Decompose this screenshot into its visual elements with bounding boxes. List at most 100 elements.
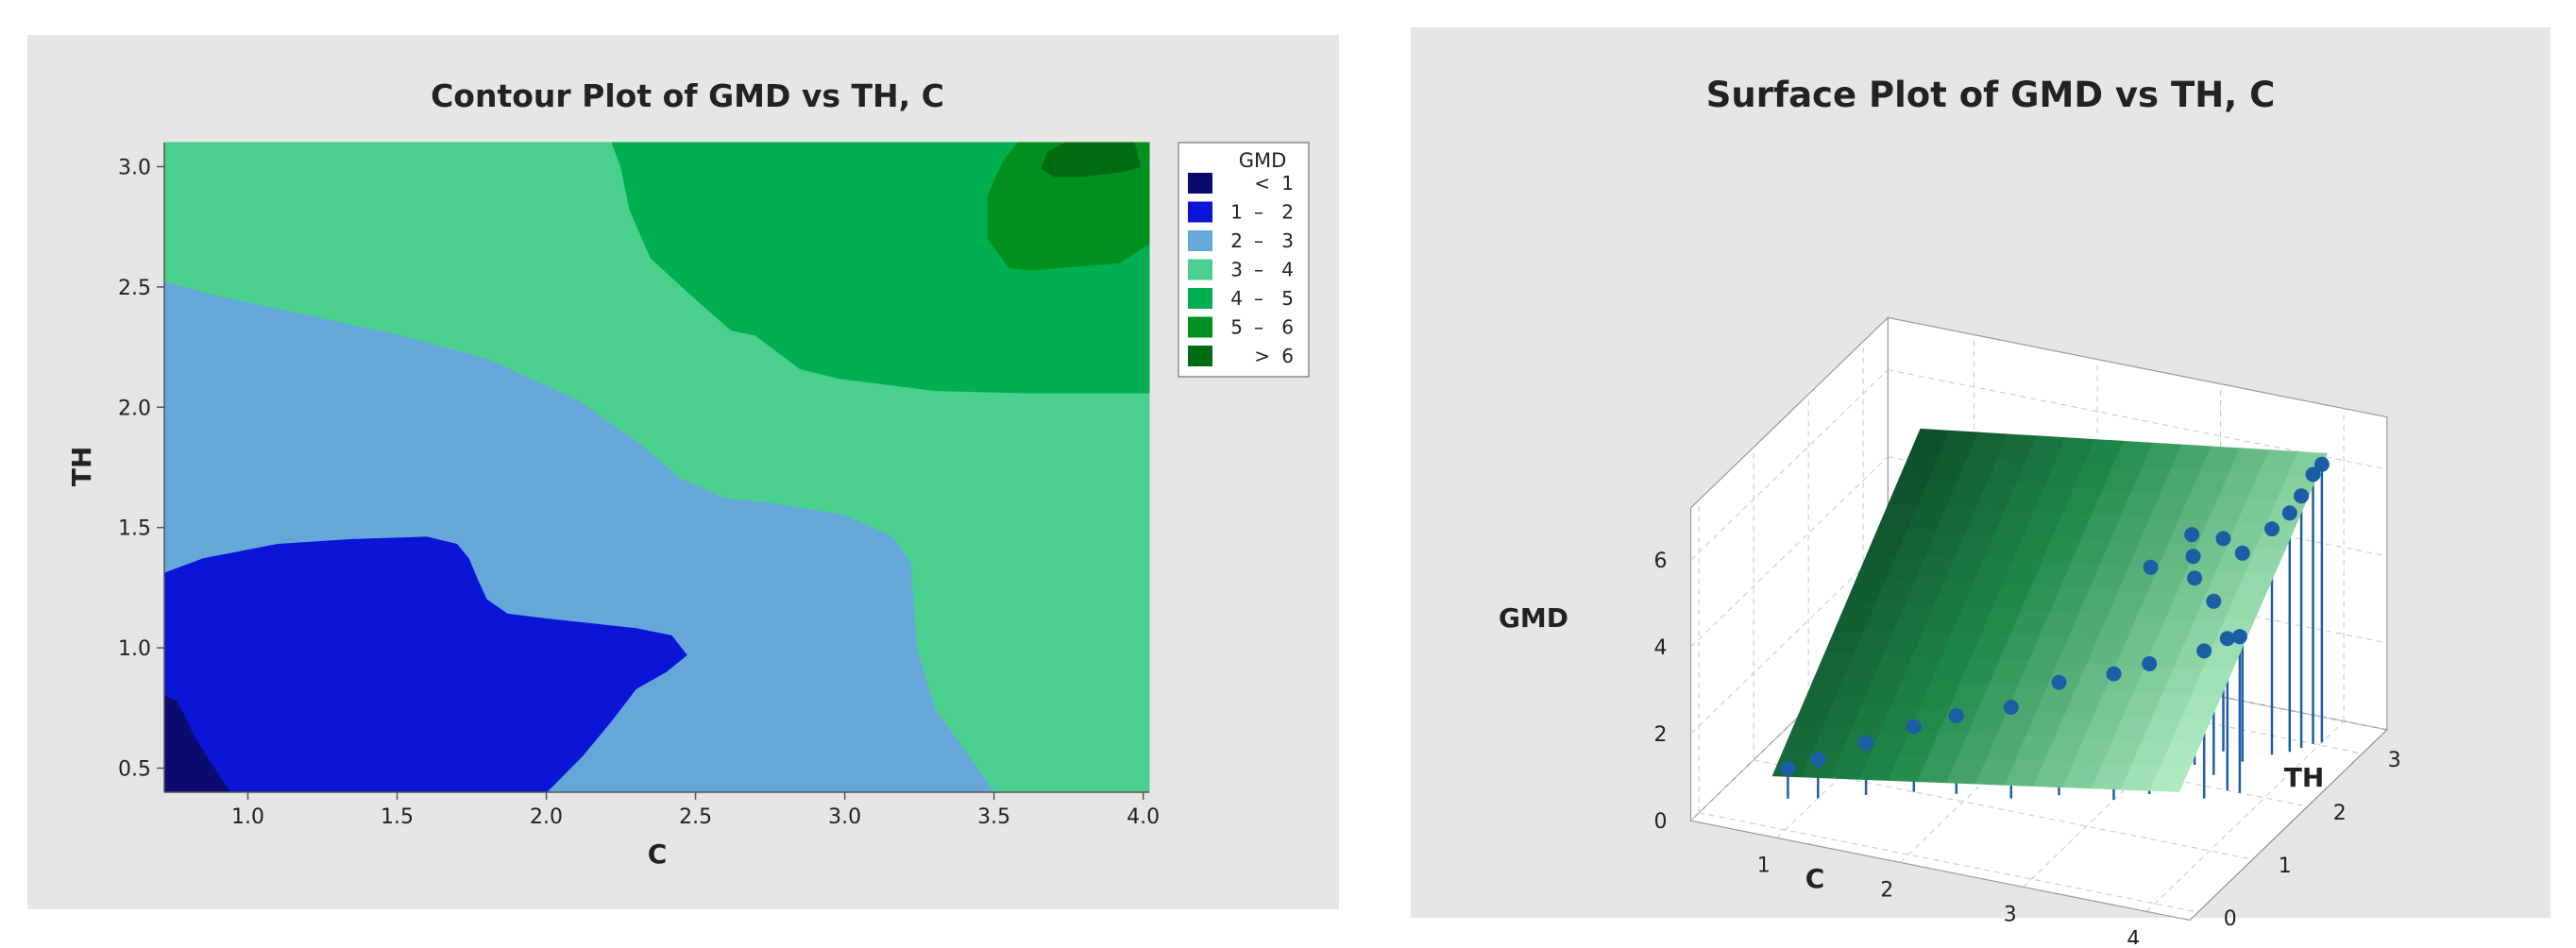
legend-range-low: 1 (1230, 201, 1243, 224)
legend-range-value: 3 (1281, 229, 1294, 252)
legend-range-low: 2 (1230, 229, 1243, 252)
surface-data-point (2305, 466, 2321, 482)
surface-data-point (2051, 674, 2067, 690)
legend-range-dash: – (1254, 259, 1263, 281)
legend-range-low: 5 (1230, 316, 1243, 339)
legend-swatch-c4-5 (1188, 288, 1212, 309)
surface-z-tick-label: 4 (1654, 636, 1668, 660)
contour-title: Contour Plot of GMD vs TH, C (431, 77, 944, 114)
surface-patch (2149, 766, 2191, 792)
surface-data-point (1948, 708, 1964, 723)
contour-x-tick-label: 2.0 (530, 805, 563, 829)
contour-x-tick-label: 1.5 (381, 805, 414, 829)
contour-y-axis-label: TH (66, 447, 97, 487)
contour-y-tick-label: 1.0 (118, 637, 151, 661)
contour-x-axis-label: C (648, 838, 668, 870)
surface-y-tick-label: 3 (2388, 749, 2401, 772)
legend-range-dash: – (1254, 287, 1263, 310)
surface-z-tick-label: 0 (1654, 810, 1668, 834)
legend-range-value: 1 (1281, 172, 1294, 195)
legend-range-dash: – (1254, 316, 1263, 339)
surface-data-point (2231, 629, 2247, 645)
contour-y-tick-label: 3.0 (118, 156, 151, 179)
floor-gridline (1699, 812, 2198, 913)
surface-data-point (2219, 631, 2235, 647)
surface-data-point (1858, 735, 1874, 751)
legend-op: > (1254, 345, 1270, 367)
surface-data-point (2185, 549, 2201, 565)
contour-y-tick-label: 2.5 (118, 277, 151, 300)
surface-ticks: 0 2 4 6 1 2 3 4 0 1 2 3 (1654, 550, 2401, 948)
legend-swatch-c1-2 (1188, 201, 1212, 223)
legend-range-low: 3 (1230, 259, 1243, 281)
surface-data-point (1906, 719, 1922, 735)
left-wall-gridline (1690, 543, 1889, 735)
legend-range-value: 4 (1281, 259, 1294, 281)
legend-range-low: 4 (1230, 287, 1243, 310)
surface-y-tick-label: 2 (2333, 802, 2347, 825)
surface-data-point (2143, 559, 2159, 575)
surface-x-tick-label: 1 (1757, 854, 1771, 877)
surface-data-point (2264, 521, 2279, 537)
legend-range-value: 2 (1281, 201, 1294, 224)
legend-swatch-c3-4 (1188, 259, 1212, 280)
contour-plot-area (163, 142, 1150, 793)
contour-region-lt1 (163, 695, 230, 793)
floor-gridline (2145, 720, 2345, 912)
legend-title: GMD (1239, 149, 1287, 172)
surface-points (1780, 456, 2330, 776)
legend-range-value: 6 (1281, 345, 1294, 367)
surface-x-tick-label: 4 (2127, 927, 2140, 944)
legend-range-dash: – (1254, 201, 1263, 224)
contour-panel: Contour Plot of GMD vs TH, C 1.0 1.5 2.0 2.… (27, 35, 1339, 909)
surface-x-tick-label: 3 (2004, 903, 2017, 926)
legend-range-dash: – (1254, 229, 1263, 252)
contour-region-c1-2 (163, 536, 687, 793)
surface-z-axis-label: GMD (1499, 602, 1568, 634)
legend-range-value: 5 (1281, 287, 1294, 310)
surface-data-point (2281, 505, 2297, 521)
legend-swatch-gt6 (1188, 346, 1212, 366)
surface-x-tick-label: 2 (1880, 878, 1893, 902)
contour-x-tick-label: 2.5 (679, 805, 712, 829)
contour-region-c5-6 (987, 142, 1150, 271)
surface-data-point (2234, 545, 2250, 561)
surface-panel: Surface Plot of GMD vs TH, C 0 2 4 6 1 2 3 4 0 1 2… (1411, 27, 2551, 948)
legend-swatch-c2-3 (1188, 230, 1212, 251)
legend-range-value: 6 (1281, 316, 1294, 339)
surface-data-point (2196, 643, 2212, 659)
contour-legend: GMD <11–22–33–44–55–6> 6 (1178, 142, 1310, 378)
contour-axes: 1.0 1.5 2.0 2.5 3.0 3.5 4.0 0.5 1.0 1.5 2.0 2.5 3.0 (118, 143, 1160, 829)
left-wall-gridline (1690, 456, 1889, 648)
surface-data-point (2206, 593, 2222, 609)
contour-x-tick-label: 1.0 (231, 805, 264, 829)
legend-swatch-c5-6 (1188, 316, 1212, 338)
surface-data-point (2187, 570, 2203, 586)
surface-y-tick-label: 0 (2224, 907, 2237, 931)
left-wall-gridline (1690, 630, 1889, 821)
surface-y-tick-label: 1 (2279, 855, 2292, 878)
surface-data-point (2106, 666, 2122, 682)
surface-z-tick-label: 6 (1654, 550, 1668, 573)
legend-swatch-lt1 (1188, 173, 1212, 194)
surface-z-tick-label: 2 (1654, 723, 1668, 747)
floor-gridline (2023, 696, 2221, 888)
legend-op: < (1254, 172, 1270, 195)
surface-data-point (2003, 700, 2019, 715)
surface-floor-edge (2189, 729, 2388, 921)
surface-x-axis-label: C (1805, 863, 1825, 894)
surface-data-point (2184, 527, 2200, 543)
surface-title: Surface Plot of GMD vs TH, C (1706, 75, 2276, 115)
surface-data-point (1810, 752, 1826, 767)
surface-data-point (1780, 760, 1796, 776)
contour-x-tick-label: 3.5 (977, 805, 1010, 829)
contour-x-tick-label: 3.0 (828, 805, 861, 829)
surface-y-axis-label: TH (2284, 762, 2325, 793)
legend-entries: <11–22–33–44–55–6> 6 (1188, 172, 1294, 367)
contour-x-tick-label: 4.0 (1127, 805, 1160, 829)
contour-region-gt6 (1041, 142, 1141, 178)
contour-y-tick-label: 1.5 (118, 517, 151, 541)
surface-data-point (2294, 488, 2310, 504)
